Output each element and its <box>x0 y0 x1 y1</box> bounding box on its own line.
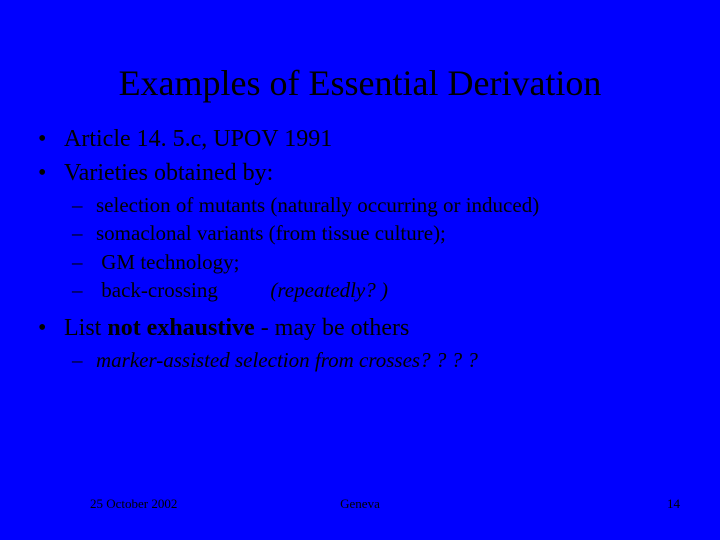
text-run-bold: not exhaustive <box>107 315 254 341</box>
text-run: - may be others <box>255 315 410 341</box>
slide-number: 14 <box>667 496 680 512</box>
dash-marker: – <box>72 249 96 275</box>
footer-date: 25 October 2002 <box>90 496 177 512</box>
bullet-item: – somaclonal variants (from tissue cultu… <box>72 220 684 246</box>
text-run-italic: (repeatedly? ) <box>270 278 388 302</box>
bullet-marker: • <box>36 158 64 188</box>
bullet-text: selection of mutants (naturally occurrin… <box>96 192 539 218</box>
text-run: List <box>64 315 107 341</box>
bullet-text: List not exhaustive - may be others <box>64 313 409 343</box>
dash-marker: – <box>72 347 96 373</box>
bullet-text: Article 14. 5.c, UPOV 1991 <box>64 124 332 154</box>
bullet-item: – marker-assisted selection from crosses… <box>72 347 684 373</box>
bullet-text: somaclonal variants (from tissue culture… <box>96 220 446 246</box>
bullet-item: – back-crossing (repeatedly? ) <box>72 277 684 303</box>
bullet-text: Varieties obtained by: <box>64 158 273 188</box>
bullet-text: marker-assisted selection from crosses? … <box>96 347 478 373</box>
bullet-item: • List not exhaustive - may be others <box>36 313 684 343</box>
bullet-item: • Varieties obtained by: <box>36 158 684 188</box>
slide-body: • Article 14. 5.c, UPOV 1991 • Varieties… <box>0 124 720 373</box>
dash-marker: – <box>72 192 96 218</box>
bullet-item: – selection of mutants (naturally occurr… <box>72 192 684 218</box>
dash-marker: – <box>72 277 96 303</box>
bullet-item: • Article 14. 5.c, UPOV 1991 <box>36 124 684 154</box>
slide-footer: 25 October 2002 Geneva 14 <box>0 496 720 512</box>
text-run: back-crossing <box>96 278 270 302</box>
bullet-marker: • <box>36 313 64 343</box>
bullet-item: – GM technology; <box>72 249 684 275</box>
bullet-marker: • <box>36 124 64 154</box>
bullet-text: GM technology; <box>96 249 239 275</box>
dash-marker: – <box>72 220 96 246</box>
slide-title: Examples of Essential Derivation <box>0 0 720 124</box>
bullet-text: back-crossing (repeatedly? ) <box>96 277 388 303</box>
slide: Examples of Essential Derivation • Artic… <box>0 0 720 540</box>
